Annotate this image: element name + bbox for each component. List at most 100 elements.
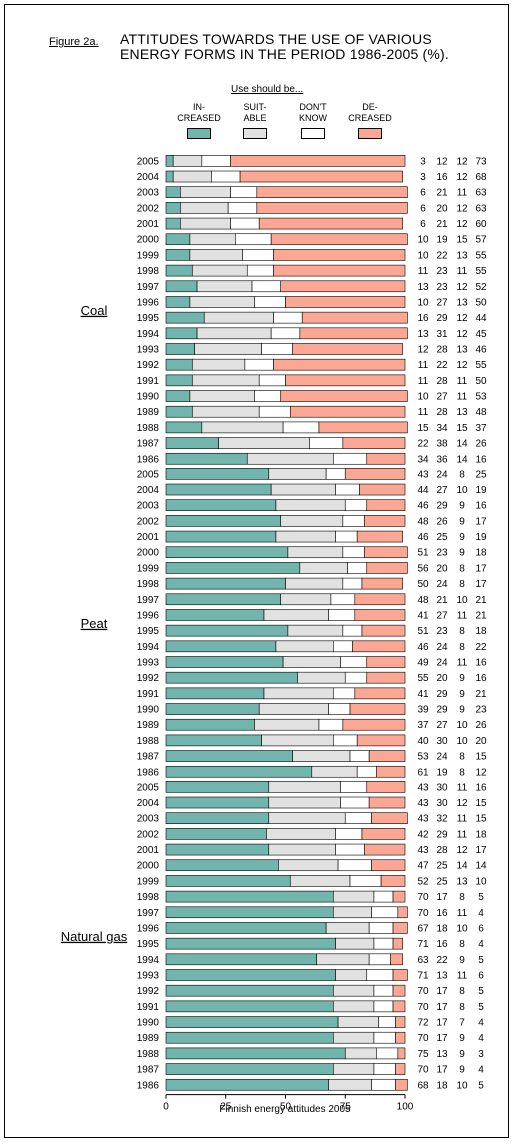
bar-segment-decreased <box>342 437 406 449</box>
bar-segment-dont-know <box>356 765 377 778</box>
year-label: 2004 <box>137 172 160 183</box>
data-label-suitable: 24 <box>436 579 448 590</box>
bar-segment-decreased <box>258 217 403 230</box>
bar-segment-increased <box>165 718 255 731</box>
data-label-suitable: 13 <box>436 1049 448 1060</box>
bar-segment-suitable <box>328 1078 372 1091</box>
bar-segment-decreased <box>256 186 408 198</box>
data-label-suitable: 29 <box>436 705 448 716</box>
data-label-dont-know: 14 <box>456 454 468 465</box>
year-label: 1986 <box>137 767 160 778</box>
bar-segment-increased <box>165 186 181 198</box>
bar-segment-increased <box>165 890 334 903</box>
year-label: 1991 <box>137 376 160 387</box>
year-label: 1997 <box>137 282 160 293</box>
bar-segment-increased <box>165 750 293 762</box>
data-label-dont-know: 12 <box>456 845 468 856</box>
data-label-suitable: 25 <box>436 532 448 543</box>
data-label-dont-know: 8 <box>459 563 465 574</box>
data-label-suitable: 18 <box>436 923 448 934</box>
bar-segment-dont-know <box>258 374 286 387</box>
bar-segment-increased <box>165 546 289 559</box>
data-label-dont-know: 9 <box>459 1033 465 1044</box>
bar-segment-decreased <box>395 1078 408 1091</box>
data-label-increased: 43 <box>417 782 429 793</box>
bar-segment-increased <box>165 437 219 449</box>
data-label-increased: 63 <box>417 955 429 966</box>
bar-segment-suitable <box>180 217 231 230</box>
bar-segment-decreased <box>366 452 406 465</box>
data-label-increased: 41 <box>417 610 429 621</box>
data-label-suitable: 36 <box>436 454 448 465</box>
year-label: 1998 <box>137 266 160 277</box>
legend-label-dont-know: DON'T KNOW <box>299 102 327 123</box>
bar-segment-dont-know <box>368 953 391 966</box>
bar-segment-dont-know <box>342 546 365 559</box>
data-label-increased: 44 <box>417 485 429 496</box>
bar-segment-increased <box>165 1063 334 1075</box>
data-label-increased: 70 <box>417 1033 429 1044</box>
bar-segment-dont-know <box>373 1063 396 1075</box>
data-label-suitable: 26 <box>436 516 448 527</box>
data-label-suitable: 24 <box>436 642 448 653</box>
year-label: 1988 <box>137 1049 160 1060</box>
data-label-decreased: 73 <box>475 156 487 167</box>
bar-segment-suitable <box>263 687 334 700</box>
bar-segment-suitable <box>180 186 231 198</box>
bar-segment-increased <box>165 922 327 934</box>
year-label: 1993 <box>137 658 160 669</box>
bar-segment-suitable <box>172 170 212 183</box>
bar-segment-dont-know <box>373 1031 396 1044</box>
data-label-suitable: 27 <box>436 720 448 731</box>
data-label-decreased: 5 <box>478 1080 484 1091</box>
data-label-suitable: 19 <box>436 235 448 246</box>
bar-segment-dont-know <box>230 217 260 230</box>
data-label-increased: 70 <box>417 1065 429 1076</box>
data-label-decreased: 52 <box>475 282 487 293</box>
group-label-natural-gas: Natural gas <box>61 929 128 944</box>
bar-segment-suitable <box>289 875 351 887</box>
data-label-suitable: 23 <box>436 626 448 637</box>
bar-segment-suitable <box>332 1000 375 1013</box>
bar-segment-decreased <box>342 718 406 731</box>
bar-segment-increased <box>165 577 286 590</box>
data-label-decreased: 5 <box>478 1002 484 1013</box>
data-label-suitable: 12 <box>436 156 448 167</box>
data-label-dont-know: 9 <box>459 955 465 966</box>
bar-segment-decreased <box>239 170 403 183</box>
data-label-dont-know: 11 <box>457 610 468 621</box>
data-label-increased: 70 <box>417 986 429 997</box>
year-label: 2004 <box>137 798 160 809</box>
bar-segment-suitable <box>218 437 310 449</box>
data-label-dont-know: 15 <box>456 423 468 434</box>
data-label-dont-know: 10 <box>456 736 468 747</box>
data-label-suitable: 28 <box>436 407 448 418</box>
data-label-suitable: 31 <box>436 329 448 340</box>
bar-segment-increased <box>165 765 313 778</box>
bar-segment-increased <box>165 796 270 809</box>
bar-segment-suitable <box>254 718 320 731</box>
data-label-suitable: 27 <box>436 392 448 403</box>
bar-segment-decreased <box>366 671 406 684</box>
bar-segment-decreased <box>366 562 408 574</box>
bar-segment-increased <box>165 327 198 340</box>
data-label-dont-know: 11 <box>457 188 468 199</box>
data-label-dont-know: 12 <box>456 360 468 371</box>
bar-segment-increased <box>165 953 317 966</box>
bar-segment-decreased <box>356 734 406 747</box>
bar-segment-decreased <box>354 593 406 606</box>
bar-segment-dont-know <box>270 327 301 340</box>
data-label-increased: 70 <box>417 892 429 903</box>
data-label-suitable: 29 <box>436 829 448 840</box>
year-label: 1986 <box>137 1080 160 1091</box>
data-label-increased: 75 <box>417 1049 429 1060</box>
data-label-decreased: 21 <box>475 689 487 700</box>
data-label-suitable: 22 <box>436 360 448 371</box>
year-label: 1997 <box>137 908 160 919</box>
x-tick-label: 100 <box>397 1102 414 1113</box>
bar-segment-decreased <box>392 937 403 950</box>
year-label: 1991 <box>137 1002 160 1013</box>
chart-title-line-1: ATTITUDES TOWARDS THE USE OF VARIOUS <box>120 31 432 47</box>
bar-segment-decreased <box>359 483 406 496</box>
data-label-increased: 46 <box>417 501 429 512</box>
